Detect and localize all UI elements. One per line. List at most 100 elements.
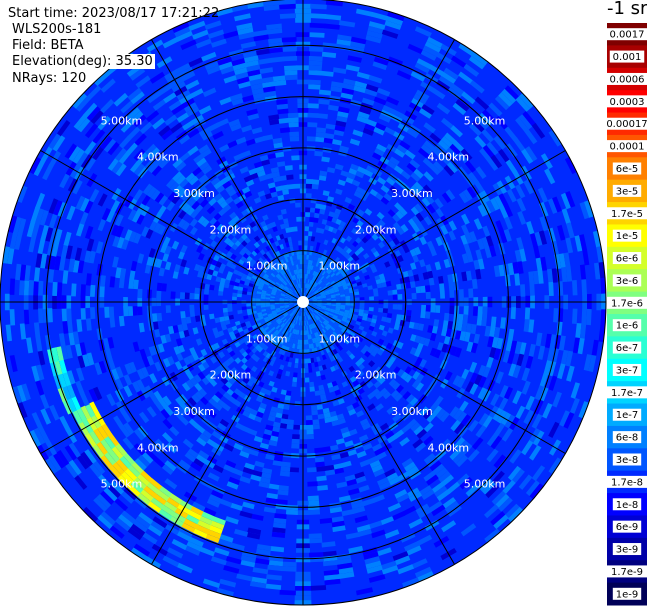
heat-cell bbox=[304, 358, 308, 364]
heat-cell bbox=[276, 273, 282, 278]
heat-cell bbox=[282, 189, 289, 195]
heat-cell bbox=[251, 274, 258, 280]
heat-cell bbox=[347, 449, 357, 457]
heat-cell bbox=[472, 119, 486, 133]
heat-cell bbox=[249, 581, 267, 589]
heat-cell bbox=[439, 283, 445, 292]
heat-cell bbox=[103, 451, 117, 466]
heat-cell bbox=[255, 303, 261, 306]
heat-cell bbox=[354, 275, 360, 281]
heat-cell bbox=[201, 376, 210, 386]
heat-cell bbox=[174, 360, 183, 370]
heat-cell bbox=[431, 482, 445, 494]
heat-cell bbox=[293, 274, 297, 280]
heat-cell bbox=[325, 281, 331, 286]
heat-cell bbox=[291, 307, 296, 311]
heat-cell bbox=[446, 147, 458, 159]
heat-cell bbox=[469, 361, 478, 373]
heat-cell bbox=[323, 288, 329, 292]
heat-cell bbox=[92, 386, 103, 401]
heat-cell bbox=[80, 284, 86, 297]
heat-cell bbox=[321, 300, 327, 302]
heat-cell bbox=[290, 287, 295, 292]
colorbar-label: 1e-9 bbox=[616, 589, 639, 600]
heat-cell bbox=[316, 127, 327, 134]
heat-cell bbox=[368, 520, 383, 530]
heat-cell bbox=[132, 306, 138, 316]
heat-cell bbox=[259, 220, 267, 228]
heat-cell bbox=[92, 427, 105, 442]
ring-label: 3.00km bbox=[391, 187, 433, 200]
heat-cell bbox=[227, 327, 234, 333]
heat-cell bbox=[259, 281, 265, 286]
heat-cell bbox=[281, 269, 286, 275]
heat-cell bbox=[373, 96, 387, 106]
heat-cell bbox=[372, 288, 379, 293]
heat-cell bbox=[165, 442, 178, 454]
heat-cell bbox=[438, 275, 444, 285]
heat-cell bbox=[514, 249, 522, 263]
heat-cell bbox=[327, 382, 334, 389]
heat-cell bbox=[280, 418, 288, 425]
heat-cell bbox=[281, 275, 286, 281]
heat-cell bbox=[396, 144, 408, 154]
heat-cell bbox=[289, 281, 294, 287]
heat-cell bbox=[114, 214, 124, 227]
heat-cell bbox=[449, 289, 455, 299]
heat-cell bbox=[330, 344, 336, 351]
heat-cell bbox=[327, 275, 332, 281]
heat-cell bbox=[411, 558, 428, 569]
heat-cell bbox=[310, 3, 327, 10]
heat-cell bbox=[275, 274, 281, 280]
heat-cell bbox=[290, 265, 294, 271]
heat-cell bbox=[291, 381, 297, 387]
heat-cell bbox=[162, 236, 171, 247]
heat-cell bbox=[304, 320, 307, 326]
heat-cell bbox=[200, 511, 215, 521]
heat-cell bbox=[292, 285, 296, 291]
heat-cell bbox=[477, 258, 485, 270]
heat-cell bbox=[354, 308, 360, 313]
colorbar-label-bg bbox=[612, 520, 642, 533]
heat-cell bbox=[339, 220, 347, 228]
heat-cell bbox=[552, 196, 562, 213]
heat-cell bbox=[406, 465, 419, 476]
heat-cell bbox=[366, 30, 383, 39]
heat-cell bbox=[178, 134, 191, 145]
heat-cell bbox=[435, 305, 441, 313]
heat-cell bbox=[349, 353, 356, 360]
heat-cell bbox=[419, 236, 427, 246]
heat-cell bbox=[367, 392, 376, 400]
heat-cell bbox=[212, 368, 221, 376]
heat-cell bbox=[498, 497, 513, 512]
heat-cell bbox=[309, 217, 315, 223]
heat-cell bbox=[275, 268, 280, 274]
heat-cell bbox=[303, 311, 305, 317]
heat-cell bbox=[64, 462, 78, 479]
heat-cell bbox=[293, 260, 297, 266]
heat-cell bbox=[237, 327, 244, 333]
heat-cell bbox=[271, 171, 280, 178]
heat-cell bbox=[312, 302, 318, 304]
heat-cell bbox=[342, 283, 348, 288]
heat-cell bbox=[289, 296, 295, 299]
heat-cell bbox=[327, 269, 333, 275]
heat-cell bbox=[285, 242, 290, 248]
heat-cell bbox=[172, 325, 179, 334]
heat-cell bbox=[336, 318, 342, 323]
heat-cell bbox=[246, 291, 252, 296]
heat-cell bbox=[334, 208, 342, 215]
heat-cell bbox=[279, 243, 285, 250]
heat-cell bbox=[48, 213, 58, 229]
heat-cell bbox=[265, 497, 278, 504]
heat-cell bbox=[124, 229, 133, 241]
heat-cell bbox=[310, 265, 314, 271]
heat-cell bbox=[276, 289, 282, 293]
heat-cell bbox=[352, 240, 359, 248]
heat-cell bbox=[157, 508, 173, 521]
heat-cell bbox=[277, 368, 283, 375]
heat-cell bbox=[201, 165, 213, 175]
heat-cell bbox=[288, 303, 294, 305]
heat-cell bbox=[276, 311, 282, 315]
heat-cell bbox=[375, 122, 387, 132]
